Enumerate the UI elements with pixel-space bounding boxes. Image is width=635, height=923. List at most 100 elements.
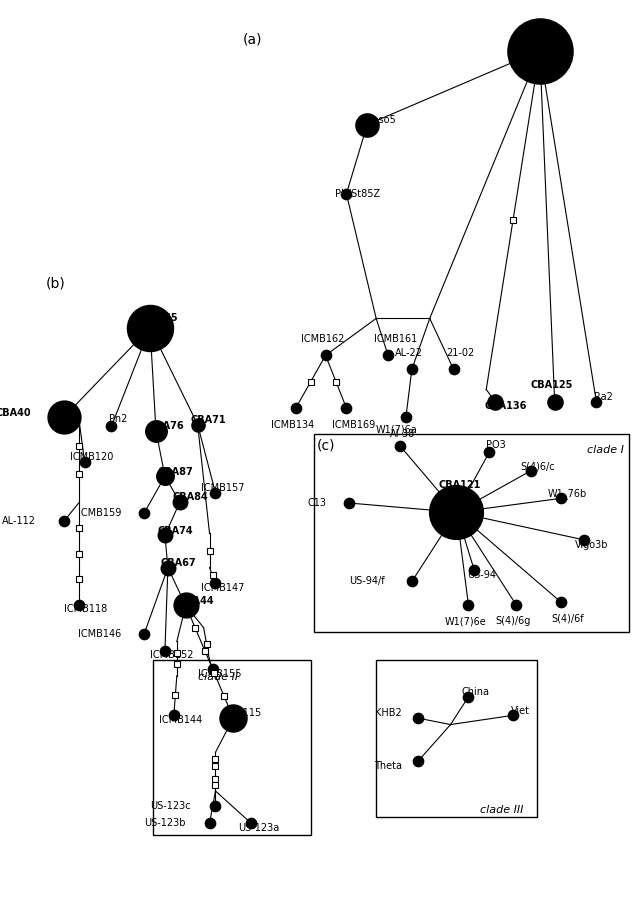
Text: ICMB120: ICMB120 bbox=[70, 452, 114, 462]
Text: US-123b: US-123b bbox=[144, 819, 185, 828]
Point bbox=[321, 348, 331, 363]
Point bbox=[139, 506, 149, 521]
Point bbox=[535, 43, 545, 58]
Text: CBA121: CBA121 bbox=[438, 480, 481, 489]
Point bbox=[139, 627, 149, 641]
Text: AI-38: AI-38 bbox=[391, 429, 415, 438]
Point bbox=[407, 574, 417, 589]
Text: W1(7)6e: W1(7)6e bbox=[444, 617, 486, 626]
Text: (b): (b) bbox=[46, 277, 65, 291]
Point bbox=[181, 598, 191, 613]
Text: ICMB161: ICMB161 bbox=[373, 334, 417, 343]
Point bbox=[556, 491, 566, 506]
Text: 21-02: 21-02 bbox=[446, 348, 475, 357]
Point bbox=[344, 496, 354, 510]
Text: US-123a: US-123a bbox=[237, 823, 279, 833]
Text: Ra2: Ra2 bbox=[594, 392, 613, 402]
Text: ICMB152: ICMB152 bbox=[150, 651, 194, 660]
Text: CBA65: CBA65 bbox=[143, 314, 178, 323]
Text: clade III: clade III bbox=[480, 805, 524, 815]
Point bbox=[163, 560, 173, 575]
Text: CBA44: CBA44 bbox=[178, 596, 214, 605]
Point bbox=[490, 394, 500, 409]
Text: CBA67: CBA67 bbox=[161, 558, 196, 568]
Text: ICMB162: ICMB162 bbox=[301, 334, 344, 343]
Text: S(4)/6g: S(4)/6g bbox=[495, 617, 531, 626]
Point bbox=[145, 320, 155, 335]
Text: PO3: PO3 bbox=[486, 440, 506, 450]
Point bbox=[413, 711, 423, 725]
Text: Laeso5: Laeso5 bbox=[361, 115, 396, 125]
Text: ICMB147: ICMB147 bbox=[201, 583, 244, 593]
Point bbox=[484, 445, 494, 460]
Point bbox=[58, 410, 69, 425]
Text: Theta: Theta bbox=[374, 761, 402, 771]
Point bbox=[160, 528, 170, 543]
Bar bbox=[376, 660, 537, 817]
Bar bbox=[153, 660, 311, 835]
Text: ICMB144: ICMB144 bbox=[159, 715, 203, 725]
Point bbox=[192, 417, 203, 432]
Text: ICMB155: ICMB155 bbox=[198, 669, 241, 678]
Point bbox=[401, 410, 411, 425]
Text: clade II: clade II bbox=[197, 672, 237, 682]
Text: ICMB169: ICMB169 bbox=[332, 420, 375, 429]
Text: clade I: clade I bbox=[587, 445, 624, 455]
Text: C13: C13 bbox=[307, 498, 326, 508]
Text: ICMB134: ICMB134 bbox=[271, 420, 314, 429]
Text: CBA40: CBA40 bbox=[0, 408, 31, 417]
Point bbox=[549, 394, 559, 409]
Text: ICMB157: ICMB157 bbox=[201, 484, 244, 493]
Text: (a): (a) bbox=[243, 32, 262, 46]
Text: CBA125: CBA125 bbox=[530, 380, 573, 390]
Text: W1(7)6a: W1(7)6a bbox=[376, 425, 418, 434]
Point bbox=[169, 708, 179, 723]
Text: CBA76: CBA76 bbox=[149, 422, 185, 431]
Text: S(4)/6f: S(4)/6f bbox=[551, 614, 584, 623]
Text: ICMB159: ICMB159 bbox=[77, 509, 121, 518]
Text: Viet: Viet bbox=[511, 706, 530, 715]
Point bbox=[464, 597, 474, 612]
Point bbox=[228, 711, 238, 725]
Point bbox=[448, 362, 458, 377]
Text: US-123c: US-123c bbox=[150, 801, 191, 810]
Point bbox=[210, 576, 220, 591]
Text: PLYSt85Z: PLYSt85Z bbox=[335, 189, 380, 198]
Text: ICMB146: ICMB146 bbox=[78, 629, 121, 639]
Point bbox=[210, 798, 220, 813]
Point bbox=[204, 816, 215, 831]
Point bbox=[407, 362, 417, 377]
Text: ICMB118: ICMB118 bbox=[64, 605, 107, 614]
Point bbox=[210, 485, 220, 500]
Text: US-94/f: US-94/f bbox=[349, 577, 385, 586]
Point bbox=[591, 394, 601, 409]
Point bbox=[342, 186, 352, 201]
Text: CBA136: CBA136 bbox=[485, 402, 527, 411]
Text: CBA127: CBA127 bbox=[528, 37, 570, 46]
Point bbox=[74, 597, 84, 612]
Point bbox=[556, 594, 566, 609]
Point bbox=[160, 469, 170, 484]
Point bbox=[362, 117, 372, 132]
Point bbox=[469, 563, 479, 578]
Point bbox=[579, 533, 589, 547]
Text: CBA71: CBA71 bbox=[190, 415, 226, 425]
Text: KHB2: KHB2 bbox=[375, 709, 401, 718]
Point bbox=[246, 816, 257, 831]
Text: US-115: US-115 bbox=[227, 709, 262, 718]
Text: CBA74: CBA74 bbox=[158, 526, 194, 535]
Point bbox=[342, 401, 352, 415]
Text: W1_76b: W1_76b bbox=[548, 488, 587, 499]
Text: (c): (c) bbox=[317, 438, 335, 452]
Text: Vigo3b: Vigo3b bbox=[575, 540, 608, 549]
Point bbox=[79, 454, 90, 469]
Point bbox=[208, 662, 218, 677]
Point bbox=[413, 754, 423, 769]
Text: CBA84: CBA84 bbox=[173, 493, 208, 502]
Text: CBA87: CBA87 bbox=[157, 467, 194, 476]
Point bbox=[451, 505, 462, 520]
Point bbox=[106, 419, 116, 434]
Point bbox=[151, 424, 161, 438]
Point bbox=[175, 495, 185, 509]
Text: China: China bbox=[462, 688, 490, 697]
